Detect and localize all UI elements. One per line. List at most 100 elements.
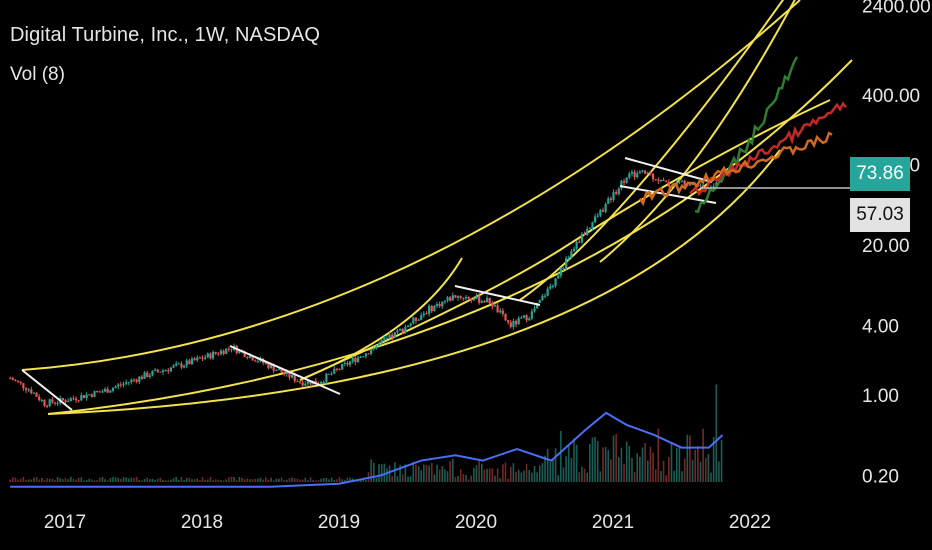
candle-body <box>499 310 502 313</box>
candle-body <box>348 361 352 365</box>
candle-body <box>356 357 360 362</box>
candle-body <box>625 177 628 183</box>
volume-bar <box>565 456 567 482</box>
volume-bar <box>449 461 451 482</box>
candle-body <box>662 179 665 181</box>
candle-body <box>156 369 159 372</box>
volume-bar <box>293 478 296 482</box>
candle-body <box>217 353 220 355</box>
time-axis[interactable]: 2017 2018 2019 2020 2021 2022 <box>44 512 771 533</box>
volume-bar <box>106 480 109 482</box>
candle-body <box>462 297 465 299</box>
candle-body <box>633 171 636 178</box>
candle-body <box>470 298 473 301</box>
candle-body <box>651 173 655 180</box>
candle-body <box>578 241 581 243</box>
price-axis-tick-label: 1.00 <box>862 386 899 407</box>
horizontal-line-price-tag: 57.03 <box>850 198 910 232</box>
volume-bar <box>188 477 191 482</box>
volume-bar <box>639 456 641 482</box>
volume-bar <box>697 446 699 482</box>
volume-bar <box>249 479 251 482</box>
volume-bar <box>85 479 88 482</box>
volume-bar <box>286 479 288 482</box>
candle-body <box>483 300 486 303</box>
volume-bar <box>712 437 715 482</box>
volume-bar <box>238 476 241 482</box>
volume-bar <box>378 464 380 482</box>
volume-bar <box>665 475 668 482</box>
volume-bar <box>581 466 583 482</box>
candle-body <box>702 185 705 187</box>
trend-arc <box>299 257 463 381</box>
candle-body <box>43 399 46 406</box>
candle-body <box>435 304 439 306</box>
candle-body <box>72 398 75 400</box>
candle-body <box>596 215 599 217</box>
candle-body <box>691 183 694 186</box>
volume-bar <box>251 479 254 482</box>
price-axis-tick-label: 20.00 <box>862 236 910 257</box>
candle-body <box>565 258 568 269</box>
candle-body <box>541 296 544 300</box>
volume-bar <box>433 474 436 482</box>
volume-bar <box>428 465 430 482</box>
candle-body <box>607 198 610 204</box>
candle-body <box>185 360 188 366</box>
candle-body <box>428 305 431 314</box>
volume-bar <box>504 462 507 482</box>
candle-body <box>206 353 209 358</box>
candle-body <box>114 386 117 389</box>
candle-body <box>93 391 96 397</box>
candle-body <box>269 364 273 369</box>
volume-bar <box>544 455 546 482</box>
volume-bar <box>662 460 665 482</box>
volume-bar <box>217 479 220 482</box>
candle-body <box>122 383 125 385</box>
flag-line <box>21 369 73 411</box>
candle-body <box>467 296 470 299</box>
volume-bar <box>22 476 25 482</box>
candle-body <box>430 305 433 312</box>
volume-bar <box>599 471 602 482</box>
candle-body <box>164 370 167 372</box>
candle-body <box>367 353 370 355</box>
volume-bar <box>204 480 206 482</box>
volume-bar <box>459 469 462 482</box>
candle-body <box>422 313 425 316</box>
volume-bar <box>531 472 533 482</box>
volume-bar <box>214 479 217 482</box>
candle-body <box>659 179 663 181</box>
candlestick-series <box>9 169 723 409</box>
candle-body <box>575 241 578 249</box>
candle-body <box>64 400 67 403</box>
candle-body <box>288 371 291 378</box>
price-axis-tick-label: 400.00 <box>862 86 920 107</box>
candle-body <box>712 185 715 187</box>
volume-bar <box>488 468 491 482</box>
volume-bar <box>660 471 662 482</box>
volume-bar <box>467 479 470 482</box>
candle-body <box>169 367 173 372</box>
candle-body <box>40 399 43 401</box>
candle-body <box>609 198 612 200</box>
time-axis-tick-label: 2021 <box>592 512 634 533</box>
volume-bar <box>365 479 367 482</box>
volume-bar <box>96 480 98 482</box>
volume-bar <box>562 467 565 482</box>
candle-body <box>246 356 249 358</box>
volume-bar <box>391 476 394 482</box>
candle-body <box>554 278 557 286</box>
volume-bar <box>199 479 201 482</box>
volume-bar <box>631 457 633 482</box>
volume-bar <box>420 470 422 482</box>
candle-body <box>551 285 555 287</box>
candle-body <box>454 295 457 298</box>
volume-bar <box>267 479 270 482</box>
volume-bar <box>372 462 375 482</box>
candle-body <box>617 188 620 194</box>
volume-bar <box>401 474 404 482</box>
volume-bar <box>396 476 399 482</box>
